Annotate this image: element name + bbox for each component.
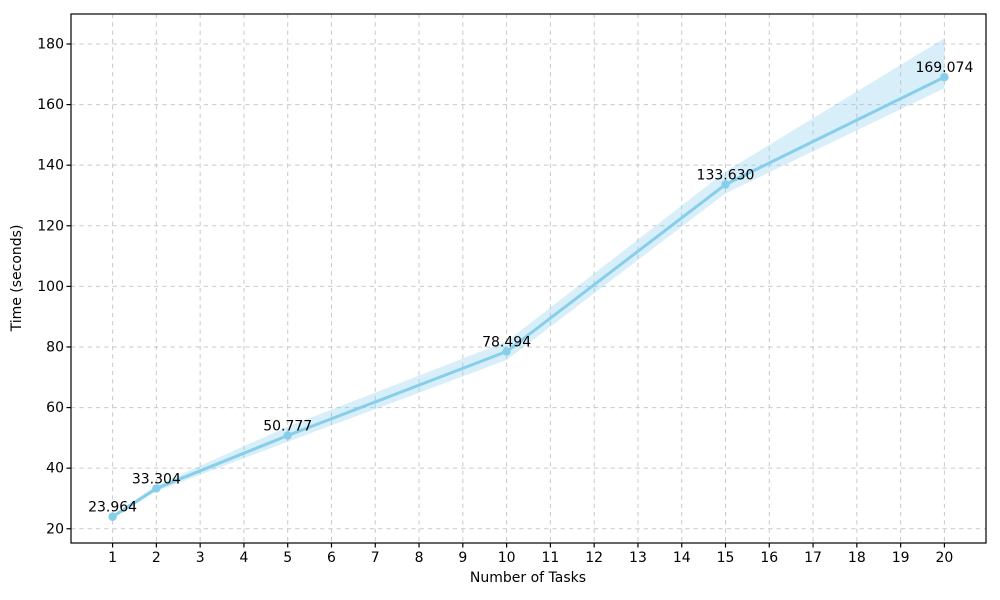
y-tick-label: 80 xyxy=(46,339,64,355)
x-tick-labels: 1 2 3 4 5 6 7 8 9 10 11 12 13 14 15 16 17 18 19 20 xyxy=(108,550,953,566)
y-axis-label: Time (seconds) xyxy=(9,225,25,333)
y-tick-labels: 20 40 60 80 100 120 140 160 180 xyxy=(37,36,64,537)
x-tick-label: 17 xyxy=(804,550,822,566)
confidence-band-area xyxy=(112,38,945,519)
data-point-markers xyxy=(108,72,949,521)
gridlines xyxy=(71,14,986,543)
x-tick-label: 4 xyxy=(239,550,248,566)
series-polyline xyxy=(111,75,946,519)
x-tick-label: 7 xyxy=(371,550,380,566)
y-tick-label: 120 xyxy=(37,218,64,234)
x-tick-label: 1 xyxy=(108,550,117,566)
confidence-band xyxy=(112,38,945,519)
point-marker xyxy=(721,180,730,189)
x-axis-label: Number of Tasks xyxy=(470,570,586,586)
y-tick-label: 140 xyxy=(37,158,64,174)
x-tick-label: 5 xyxy=(283,550,292,566)
point-value-label: 50.777 xyxy=(263,419,312,435)
y-tick-label: 100 xyxy=(37,279,64,295)
data-point-value-labels: 23.964 33.304 50.777 78.494 133.630 169.074 xyxy=(88,60,973,516)
point-value-label: 133.630 xyxy=(697,167,755,183)
y-tick-label: 180 xyxy=(37,36,64,52)
x-tick-label: 8 xyxy=(415,550,424,566)
y-tick-label: 60 xyxy=(46,400,64,416)
x-tick-label: 3 xyxy=(196,550,205,566)
point-marker xyxy=(152,484,161,493)
point-value-label: 169.074 xyxy=(915,60,973,76)
series-line xyxy=(111,75,946,519)
point-value-label: 23.964 xyxy=(88,500,137,516)
x-tick-label: 12 xyxy=(585,550,603,566)
point-marker xyxy=(108,512,117,521)
x-tick-label: 18 xyxy=(848,550,866,566)
point-value-label: 33.304 xyxy=(132,471,181,487)
point-value-label: 78.494 xyxy=(482,335,531,351)
x-tick-label: 16 xyxy=(760,550,778,566)
plot-border xyxy=(70,13,987,544)
point-marker xyxy=(283,431,292,440)
x-tick-label: 2 xyxy=(152,550,161,566)
x-tick-label: 10 xyxy=(498,550,516,566)
y-tick-label: 40 xyxy=(46,461,64,477)
x-tick-label: 19 xyxy=(892,550,910,566)
x-tick-label: 20 xyxy=(935,550,953,566)
axis-tick-marks xyxy=(66,43,946,548)
x-tick-label: 9 xyxy=(458,550,467,566)
x-tick-label: 6 xyxy=(327,550,336,566)
point-marker xyxy=(502,347,511,356)
point-marker xyxy=(940,72,949,82)
y-tick-label: 160 xyxy=(37,97,64,113)
y-tick-label: 20 xyxy=(46,521,64,537)
x-tick-label: 11 xyxy=(541,550,559,566)
x-tick-label: 14 xyxy=(673,550,691,566)
x-tick-label: 13 xyxy=(629,550,647,566)
x-tick-label: 15 xyxy=(717,550,735,566)
